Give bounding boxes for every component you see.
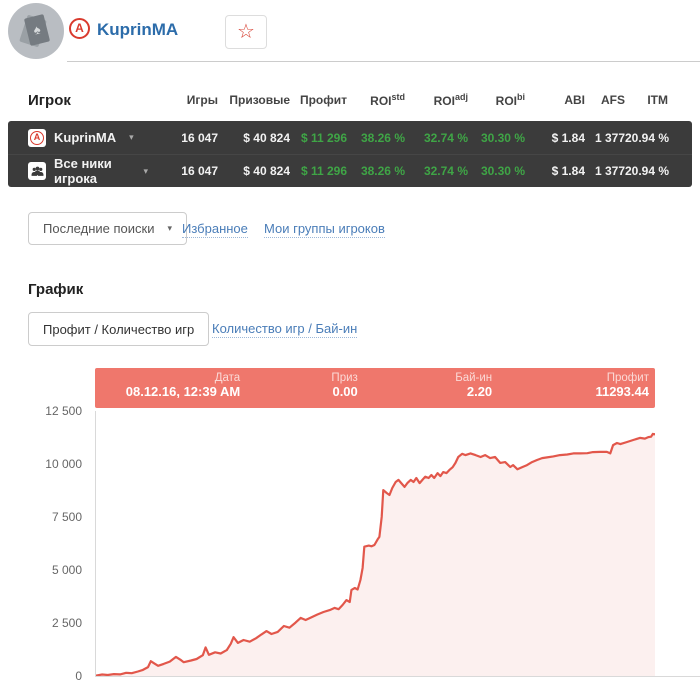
y-tick: 12 500 [45,404,82,418]
tooltip-profit: Профит 11293.44 [595,372,649,399]
cell-games: 16 047 [181,130,218,145]
column-roi-adj: ROIadj [433,92,468,108]
tooltip-buyin: Бай-ин 2.20 [455,372,493,399]
y-axis-labels: 12 500 10 000 7 500 5 000 2 500 0 [0,404,88,682]
cell-afs: 1 377 [594,130,625,145]
cell-roi-std: 38.26 % [360,164,405,178]
column-itm: ITM [647,93,668,107]
tab-profit-games[interactable]: Профит / Количество игр [28,312,210,346]
header-divider [67,61,700,62]
profit-chart-svg [96,432,655,676]
cell-afs: 1 377 [594,164,625,178]
column-profit: Профит [299,93,347,107]
chevron-down-icon[interactable]: ▾ [129,132,134,142]
cell-itm: 20.94 % [625,164,670,178]
profit-line [96,432,655,676]
poker-site-logo-icon: A [69,18,90,39]
tab-games-buyin[interactable]: Количество игр / Бай-ин [212,321,358,338]
site-logo-icon: A [28,128,46,147]
column-abi: ABI [564,93,585,107]
cell-itm: 20.94 % [625,130,670,145]
chart-tooltip-bar: Дата 08.12.16, 12:39 AM Приз 0.00 Бай-ин… [95,368,655,408]
column-player: Игрок [28,91,71,109]
cell-profit: $ 11 296 [300,130,347,145]
y-tick: 10 000 [45,457,82,471]
column-afs: AFS [601,93,625,107]
cell-games: 16 047 [181,164,218,178]
cell-roi-std: 38.26 % [360,130,405,145]
tab-profit-games-label: Профит / Количество игр [43,321,195,337]
page-title-player-name: KuprinMA [97,20,179,39]
column-prizes: Призовые [229,93,290,107]
stats-table-body: A KuprinMA ▾ 16 047 $ 40 824 $ 11 296 38… [8,121,692,187]
stats-table-header: Игрок Игры Призовые Профит ROIstd ROIadj… [8,84,692,116]
recent-searches-dropdown[interactable]: Последние поиски ▾ [28,212,187,245]
row-all-nicks-label[interactable]: Все ники игрока [54,156,112,186]
player-avatar: ♠ [8,3,64,59]
column-roi-bi: ROIbi [495,92,525,108]
cell-prizes: $ 40 824 [243,164,290,178]
cell-roi-adj: 32.74 % [423,164,468,178]
y-tick: 0 [75,669,82,682]
profit-area-fill [96,433,655,676]
tooltip-date: Дата 08.12.16, 12:39 AM [125,372,241,399]
y-tick: 2 500 [51,616,82,630]
profit-chart-plot[interactable] [95,411,655,676]
tooltip-prize: Приз 0.00 [331,372,358,399]
cell-profit: $ 11 296 [300,164,347,178]
y-tick: 7 500 [51,510,82,524]
column-games: Игры [186,93,218,107]
cell-prizes: $ 40 824 [243,130,290,145]
cell-roi-bi: 30.30 % [480,130,525,145]
chevron-down-icon: ▾ [167,223,172,233]
cell-roi-bi: 30.30 % [480,164,525,178]
column-roi-std: ROIstd [370,92,405,108]
table-row-player[interactable]: A KuprinMA ▾ 16 047 $ 40 824 $ 11 296 38… [8,121,692,154]
favorites-link[interactable]: Избранное [182,221,248,238]
cell-roi-adj: 32.74 % [423,130,468,145]
row-player-name[interactable]: KuprinMA [54,130,117,145]
chart-section-title: График [28,281,84,298]
favorite-star-button[interactable]: ☆ [225,15,267,49]
x-axis-line [95,676,700,677]
recent-searches-label: Последние поиски [43,221,155,236]
chevron-down-icon[interactable]: ▾ [143,165,148,176]
y-tick: 5 000 [51,563,82,577]
my-player-groups-link[interactable]: Мои группы игроков [264,221,385,238]
player-group-icon [28,162,46,180]
table-row-all-nicks[interactable]: Все ники игрока ▾ 16 047 $ 40 824 $ 11 2… [8,154,692,187]
cell-abi: $ 1.84 [551,164,585,178]
cell-abi: $ 1.84 [551,130,585,145]
